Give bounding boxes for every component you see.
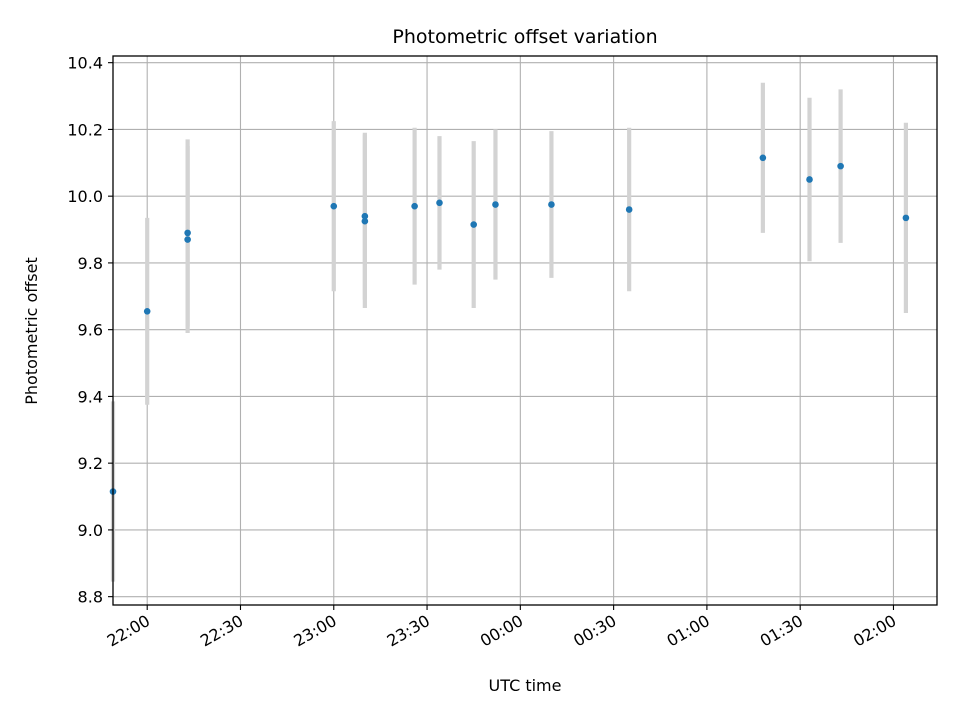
y-tick-label: 10.4 (67, 54, 103, 73)
data-point (806, 176, 813, 183)
data-point (361, 217, 369, 225)
data-point (902, 214, 910, 222)
y-axis-title: Photometric offset (22, 257, 41, 405)
y-tick-label: 8.8 (78, 588, 103, 607)
data-point (330, 202, 338, 210)
data-point (492, 201, 499, 208)
x-axis-title: UTC time (489, 676, 562, 695)
y-tick-label: 9.0 (78, 521, 103, 540)
data-point (625, 206, 633, 213)
data-point (411, 202, 418, 210)
chart-title: Photometric offset variation (392, 26, 657, 48)
y-tick-label: 10.2 (67, 120, 103, 139)
plot-frame (112, 55, 938, 606)
y-tick-label: 9.6 (78, 321, 103, 340)
data-point (436, 199, 443, 207)
y-tick-label: 9.8 (78, 254, 103, 273)
y-tick-label: 10.0 (67, 187, 103, 206)
y-tick-label: 9.4 (78, 387, 103, 406)
data-point (184, 236, 191, 243)
data-point (143, 308, 151, 315)
data-point (184, 229, 191, 237)
data-points (109, 154, 910, 495)
y-tick-label: 9.2 (78, 454, 103, 473)
data-point (837, 162, 844, 170)
data-point (548, 201, 555, 208)
data-point (759, 154, 767, 162)
data-point (361, 212, 369, 220)
data-point (470, 221, 477, 228)
